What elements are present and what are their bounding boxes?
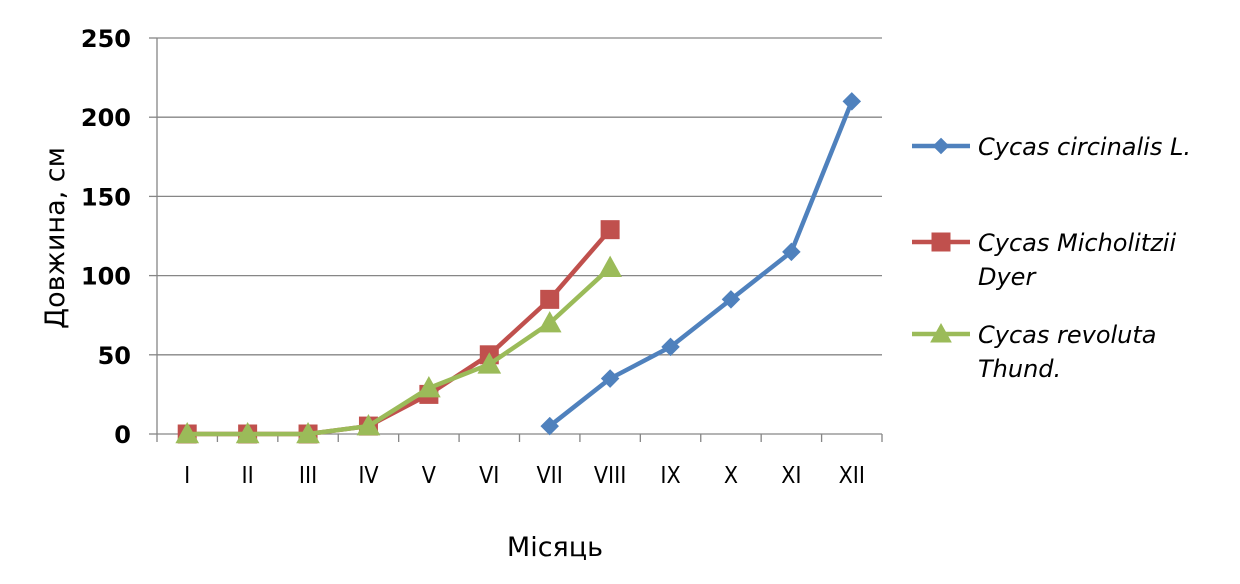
data-point-diamond (540, 416, 559, 436)
data-point-square (540, 289, 560, 309)
series-group (175, 92, 862, 444)
data-point-triangle (356, 414, 381, 436)
series-line (548, 100, 854, 428)
x-tick-label: IV (358, 463, 378, 489)
data-point-diamond (782, 242, 801, 262)
y-tick-label: 250 (81, 25, 131, 53)
x-tick-label: I (184, 463, 190, 489)
y-tick-label: 50 (98, 342, 131, 370)
data-point-diamond (661, 337, 680, 357)
data-point-diamond (842, 92, 862, 111)
data-point-triangle (296, 421, 320, 444)
x-axis-title: Місяць (507, 532, 603, 563)
legend-label: Cycas Micholitzii (978, 229, 1176, 257)
y-tick-label: 0 (114, 421, 131, 449)
data-point-triangle (537, 311, 562, 333)
x-tick-label: II (242, 463, 254, 489)
x-tick-label: V (422, 463, 436, 489)
y-tick-label: 150 (81, 183, 131, 211)
data-point-diamond (600, 369, 620, 388)
gridlines (149, 37, 883, 442)
x-tick-label: VI (479, 463, 499, 489)
data-point-triangle (175, 421, 200, 444)
legend-label: Cycas revoluta (978, 321, 1157, 349)
data-point-square (931, 232, 951, 252)
y-axis-title: Довжина, см (40, 147, 71, 329)
data-point-triangle (477, 352, 502, 374)
legend-label: Cycas circinalis L. (978, 133, 1191, 161)
data-point-triangle (235, 421, 260, 444)
x-tick-label: IX (660, 463, 680, 489)
legend: Cycas circinalis L. Cycas Micholitzii Dyer… (912, 133, 1191, 383)
data-point-triangle (930, 322, 952, 343)
data-point-triangle (598, 255, 622, 277)
x-tick-label: VIII (594, 463, 626, 489)
data-point-triangle (417, 376, 441, 398)
data-point-diamond (932, 137, 950, 155)
data-point-diamond (721, 290, 741, 309)
data-point-square (600, 220, 620, 240)
x-tick-label: III (299, 463, 317, 489)
x-tick-label: VII (537, 463, 563, 489)
x-tick-label: X (724, 463, 738, 489)
y-axis-ticks: 0 50 100 150 200 250 (81, 25, 131, 449)
x-tick-label: XI (781, 463, 801, 489)
y-tick-label: 100 (81, 263, 131, 291)
legend-label: Dyer (978, 263, 1037, 291)
legend-label: Thund. (978, 355, 1061, 383)
x-tick-label: XII (839, 463, 865, 489)
y-tick-label: 200 (81, 104, 131, 132)
x-axis-ticks: I II III IV V VI VII VIII IX X XI XII (184, 463, 865, 489)
